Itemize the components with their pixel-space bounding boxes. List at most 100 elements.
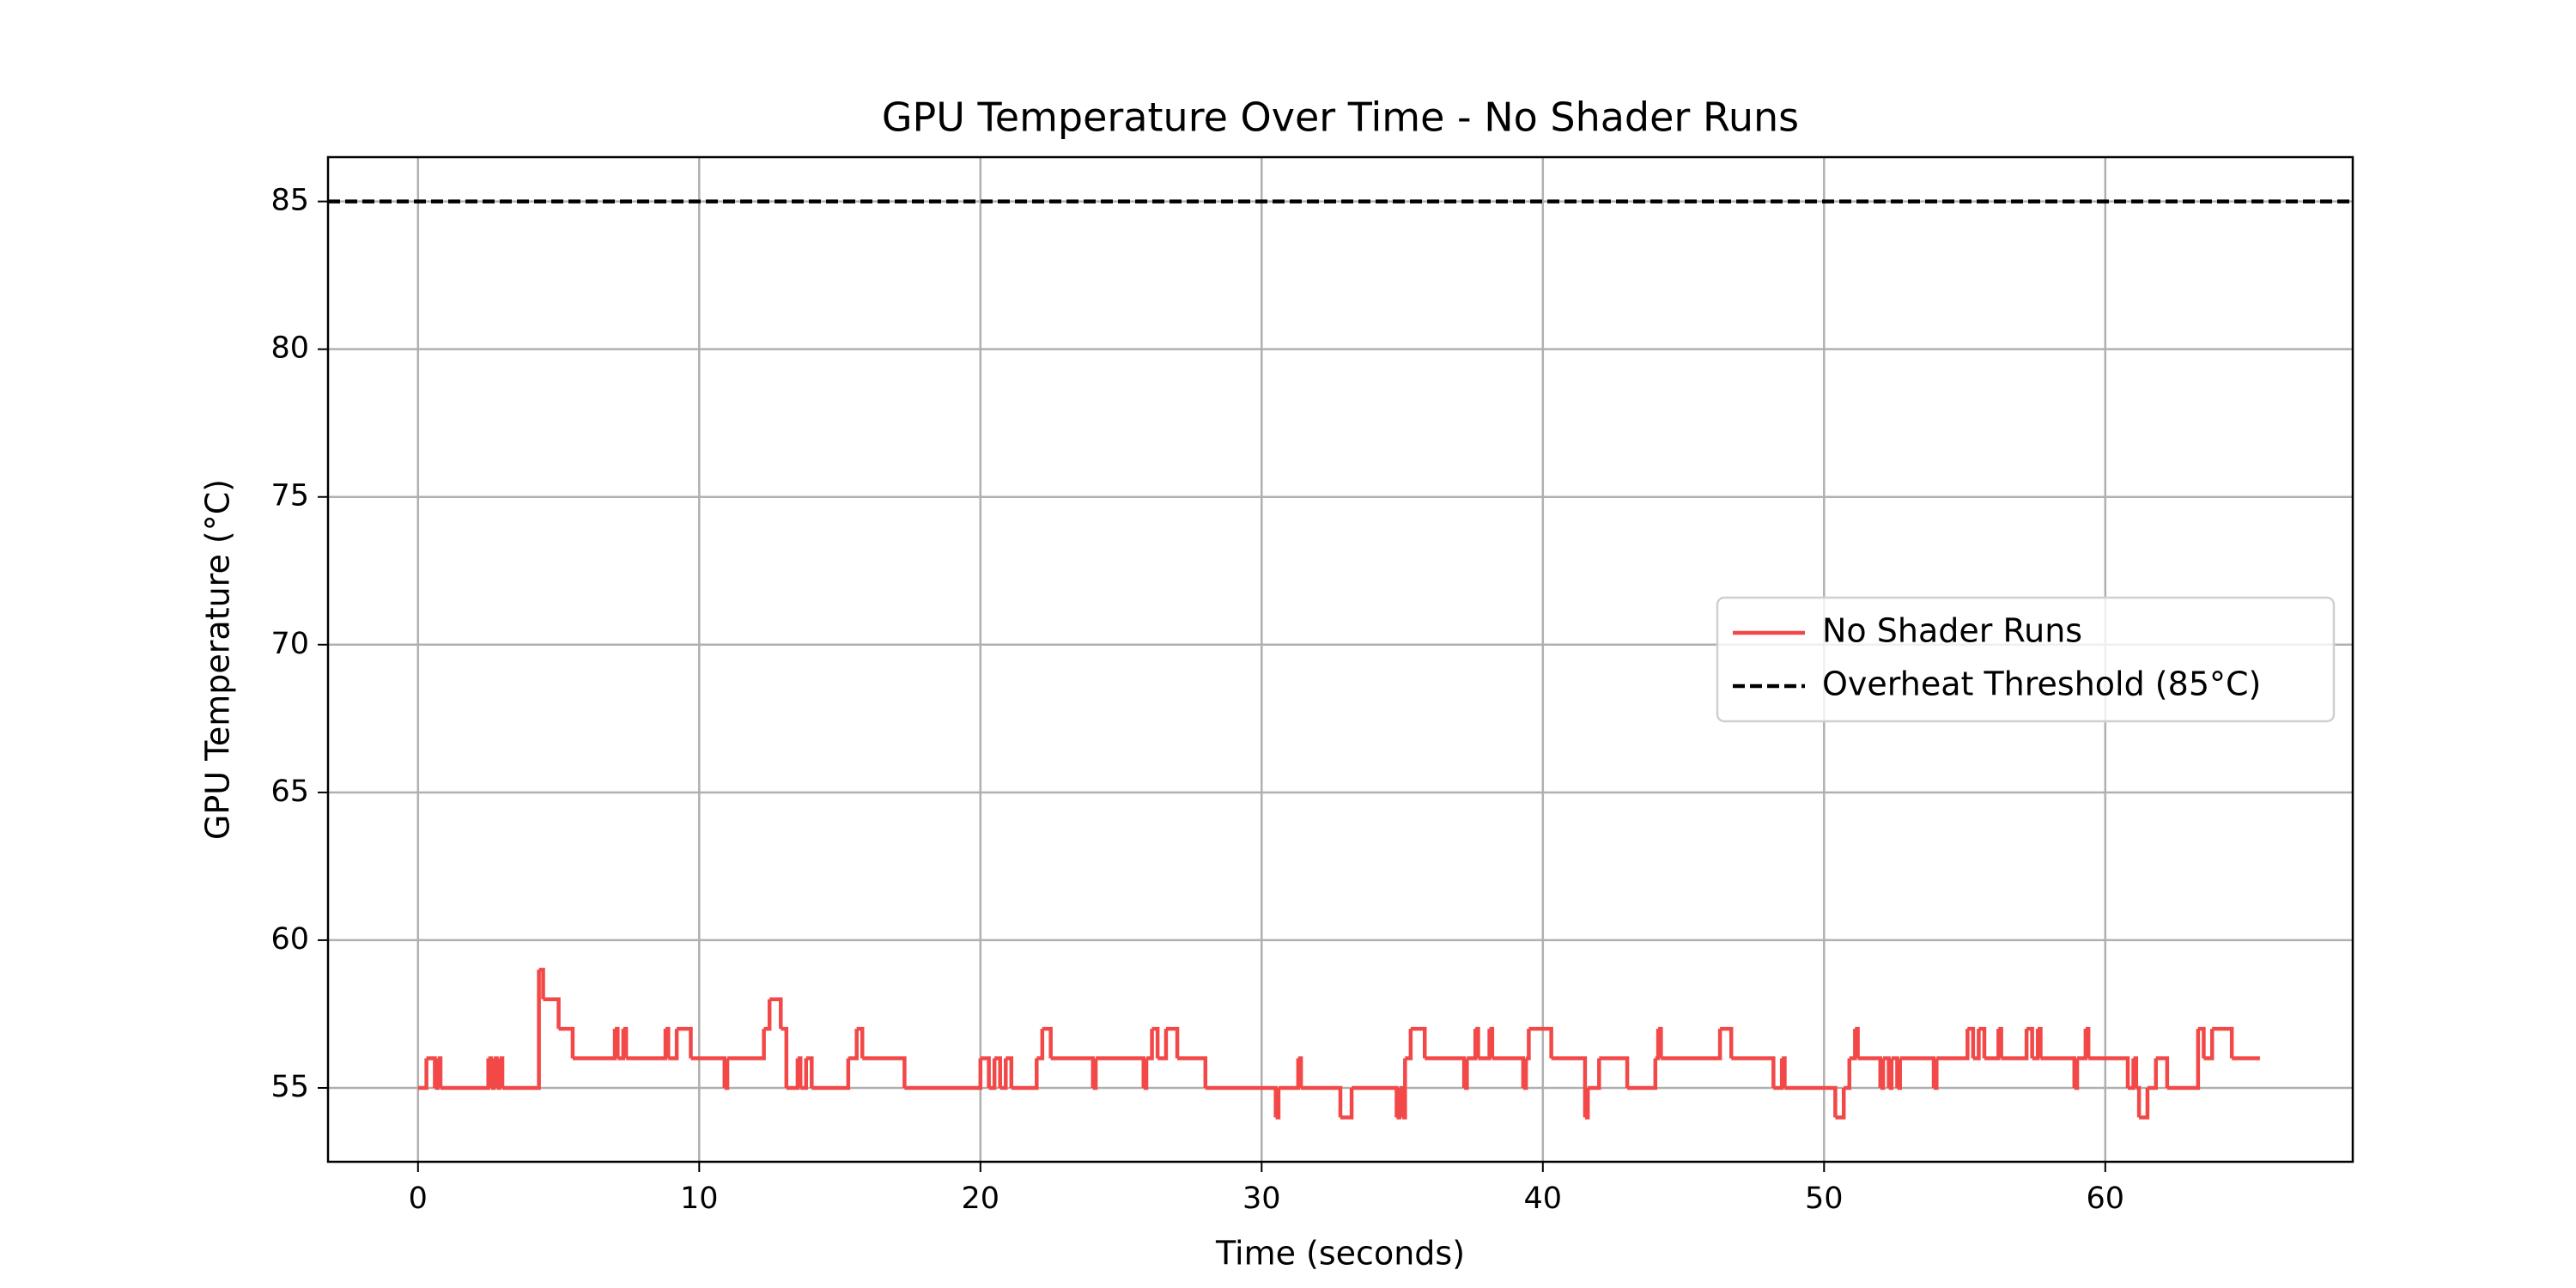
line-step [763,999,772,1031]
line-step [1425,1056,1467,1088]
line-step [1011,1058,1039,1091]
line-step [417,1058,428,1091]
line-step [623,1026,629,1059]
line-step [786,1058,800,1091]
line-step [811,1058,851,1091]
line-step [543,997,561,1030]
line-step [677,1026,693,1059]
line-step [2077,1029,2088,1060]
line-step [1151,1026,1160,1059]
line-step [617,1029,626,1060]
line-step [1042,1026,1053,1059]
legend-label: Overheat Threshold (85°C) [1822,665,2261,703]
line-step [690,1056,727,1088]
line-step [494,1056,499,1088]
line-step [1492,1056,1526,1088]
line-step [1844,1058,1852,1091]
legend: No Shader Runs Overheat Threshold (85°C) [1716,596,2336,723]
line-step [1528,1026,1553,1059]
line-step [1782,1056,1787,1088]
line-step [1396,1087,1402,1120]
line-step [1972,1029,1981,1060]
line-step [1857,1056,1883,1088]
line-step [2032,1029,2040,1060]
line-step [2128,1058,2136,1091]
line-step [2166,1029,2201,1091]
line-step [1489,1026,1495,1059]
line-step [1855,1026,1860,1059]
line-step [1096,1056,1145,1088]
x-tick-label: 60 [2087,1182,2125,1216]
line-step [1883,1056,1891,1088]
line-step [1880,1058,1886,1091]
line-step [1731,1056,1776,1088]
line-step [1157,1029,1169,1060]
line-step [2001,1029,2029,1060]
legend-box [1716,596,2336,723]
line-step [572,1029,617,1060]
line-step [1092,1058,1098,1091]
plot-frame [326,155,2354,1163]
legend-label: No Shader Runs [1822,612,2082,650]
line-step [2197,1026,2206,1059]
line-step [1522,1058,1528,1091]
line-step [1278,1058,1301,1091]
line-step [1551,1056,1588,1118]
line-step [1599,1056,1630,1088]
line-step [769,997,783,1030]
line-step [727,1029,766,1060]
line-step [1402,1058,1407,1120]
chart-title: GPU Temperature Over Time - No Shader Ru… [882,94,1799,141]
line-step [1934,1058,1939,1091]
line-step [440,1058,490,1091]
line-step [1897,1058,1902,1091]
line-step [724,1058,730,1091]
line-step [426,1056,437,1088]
line-step [1655,1029,1661,1060]
line-step [800,1058,808,1091]
line-step [1464,1058,1469,1091]
line-step [1050,1056,1096,1088]
line-step [1720,1026,1734,1059]
x-tick-label: 30 [1242,1182,1281,1216]
y-tick-label: 65 [270,775,309,809]
y-tick-label: 70 [270,627,309,661]
line-step [437,1056,443,1088]
line-step [848,1029,859,1060]
line-step [1967,1026,1976,1059]
line-step [496,1058,502,1091]
line-step [434,1058,440,1091]
line-step [2026,1026,2034,1059]
line-step [626,1029,668,1060]
line-step [2136,1085,2142,1118]
y-tick-label: 80 [270,331,309,366]
line-step [499,1056,505,1088]
line-step [665,1026,671,1059]
line-step [488,1056,494,1088]
line-step [2088,1056,2130,1088]
line-step [2038,1026,2043,1059]
line-step [1899,1056,1936,1088]
x-tick-label: 40 [1524,1182,1563,1216]
line-step [1891,1056,1899,1088]
line-step [2074,1058,2080,1091]
line-step [1588,1058,1601,1091]
x-tick-label: 0 [409,1182,428,1216]
y-axis-label: GPU Temperature (°C) [199,479,237,840]
line-step [1936,1029,1970,1060]
line-step [2147,1058,2158,1091]
line-step [1627,1058,1658,1091]
line-step [538,968,545,999]
line-step [1661,1029,1722,1060]
line-step [1888,1058,1894,1091]
line-step [2139,1087,2150,1120]
line-step [988,1058,997,1091]
y-tick-label: 85 [270,184,309,218]
line-step [1978,1026,1987,1059]
x-tick-label: 20 [962,1182,1000,1216]
line-step [2212,1026,2234,1059]
y-tick-label: 75 [270,479,309,513]
line-step [1165,1026,1180,1059]
line-step [797,1056,803,1088]
